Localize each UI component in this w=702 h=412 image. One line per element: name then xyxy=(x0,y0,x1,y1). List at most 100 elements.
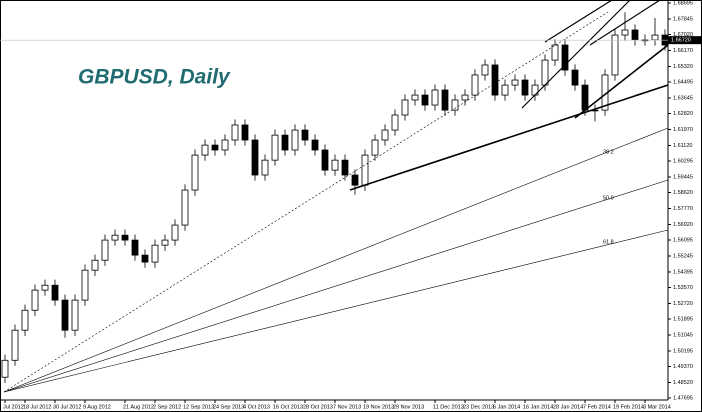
y-tick-label: 1.60295 xyxy=(673,158,693,164)
y-tick-label: 1.55245 xyxy=(673,253,693,259)
candle-body xyxy=(141,254,149,263)
fibo-fan-line xyxy=(3,229,669,393)
candle-body xyxy=(271,134,279,161)
y-tick-label: 1.65320 xyxy=(673,64,693,70)
chart-title: GBPUSD, Daily xyxy=(78,66,231,89)
candle-body xyxy=(241,124,249,141)
channel-line xyxy=(589,0,661,46)
x-tick-label: 7 Feb 2014 xyxy=(583,404,611,410)
candle-body xyxy=(471,74,479,96)
candle-body xyxy=(31,289,39,311)
y-tick-label: 1.58620 xyxy=(673,190,693,196)
fibo-label: 61.8 xyxy=(603,239,614,245)
y-tick-label: 1.52720 xyxy=(673,301,693,307)
y-tick-label: 1.68695 xyxy=(673,0,693,6)
x-tick-label: 16 Jan 2014 xyxy=(523,404,553,410)
channel-line xyxy=(574,44,669,119)
candle-body xyxy=(341,159,349,176)
candle-body xyxy=(211,144,219,151)
candle-body xyxy=(371,139,379,156)
fibo-label: 50.0 xyxy=(603,195,614,201)
y-tick-label: 1.47695 xyxy=(673,395,693,401)
x-tick-label: Jul 2012 xyxy=(3,404,24,410)
candle-body xyxy=(411,94,419,101)
candle-body xyxy=(221,139,229,151)
candle-body xyxy=(541,59,549,86)
y-tick-label: 1.63645 xyxy=(673,95,693,101)
candle-body xyxy=(621,29,629,36)
candle-body xyxy=(581,84,589,111)
candle-body xyxy=(21,309,29,331)
x-tick-label: 29 Nov 2013 xyxy=(393,404,424,410)
candle-body xyxy=(651,34,659,41)
candle-body xyxy=(321,149,329,171)
candle-body xyxy=(331,159,339,171)
candle-body xyxy=(361,154,369,186)
y-tick-label: 1.61970 xyxy=(673,127,693,133)
x-tick-label: 7 Nov 2013 xyxy=(333,404,361,410)
candle-body xyxy=(481,64,489,76)
candle-body xyxy=(511,79,519,86)
candle-body xyxy=(121,234,129,241)
candle-body xyxy=(631,29,639,41)
candle-body xyxy=(291,129,299,151)
candle-body xyxy=(81,269,89,301)
trend-line xyxy=(349,84,669,191)
y-tick-label: 1.51895 xyxy=(673,316,693,322)
fibo-label: 38.2 xyxy=(603,149,614,155)
drawings xyxy=(3,0,669,393)
fibo-fan-line xyxy=(3,127,669,393)
y-tick-label: 1.67845 xyxy=(673,16,693,22)
y-tick-label: 1.54395 xyxy=(673,269,693,275)
candle-body xyxy=(11,329,19,361)
y-tick-label: 1.49370 xyxy=(673,364,693,370)
candle-body xyxy=(191,154,199,191)
x-tick-label: 2 Sep 2012 xyxy=(153,404,181,410)
candle-body xyxy=(431,89,439,106)
last-price-label: 1.66720 xyxy=(671,38,691,44)
fibo-base-line xyxy=(3,11,609,393)
candle-body xyxy=(441,89,449,111)
candle-body xyxy=(51,284,59,301)
x-tick-label: 23 Dec 2013 xyxy=(463,404,494,410)
candle-body xyxy=(561,44,569,71)
candle-body xyxy=(101,239,109,261)
candle-body xyxy=(61,299,69,331)
y-tick-label: 1.57770 xyxy=(673,206,693,212)
y-tick-label: 1.66170 xyxy=(673,48,693,54)
candle-body xyxy=(351,174,359,186)
candle-body xyxy=(1,359,9,378)
channel-line xyxy=(544,0,613,43)
x-tick-label: 16 Oct 2013 xyxy=(273,404,303,410)
x-tick-label: 4 Oct 2013 xyxy=(243,404,270,410)
candle-body xyxy=(501,84,509,96)
candle-body xyxy=(231,124,239,141)
x-tick-label: 9 Aug 2012 xyxy=(83,404,111,410)
x-tick-label: 18 Jul 2012 xyxy=(23,404,51,410)
x-tick-label: 11 Dec 2013 xyxy=(433,404,464,410)
y-tick-label: 1.62820 xyxy=(673,111,693,117)
channel-line xyxy=(521,0,631,109)
candle-body xyxy=(301,129,309,141)
candle-body xyxy=(71,299,79,331)
last-price-box xyxy=(668,36,701,45)
x-tick-label: 30 Jul 2012 xyxy=(53,404,81,410)
candle-body xyxy=(521,79,529,96)
x-tick-label: 3 Mar 2014 xyxy=(643,404,671,410)
candle-body xyxy=(41,284,49,291)
fibo-fan-line xyxy=(3,179,669,393)
candle-body xyxy=(551,44,559,61)
x-tick-label: 28 Oct 2013 xyxy=(303,404,333,410)
y-tick-label: 1.56920 xyxy=(673,222,693,228)
candle-body xyxy=(451,99,459,111)
candle-body xyxy=(161,239,169,246)
y-tick-label: 1.51045 xyxy=(673,332,693,338)
x-tick-label: 21 Aug 2012 xyxy=(123,404,154,410)
x-tick-label: 6 Jan 2014 xyxy=(493,404,520,410)
candle-body xyxy=(171,224,179,241)
candle-body xyxy=(391,114,399,131)
y-tick-label: 1.64495 xyxy=(673,79,693,85)
